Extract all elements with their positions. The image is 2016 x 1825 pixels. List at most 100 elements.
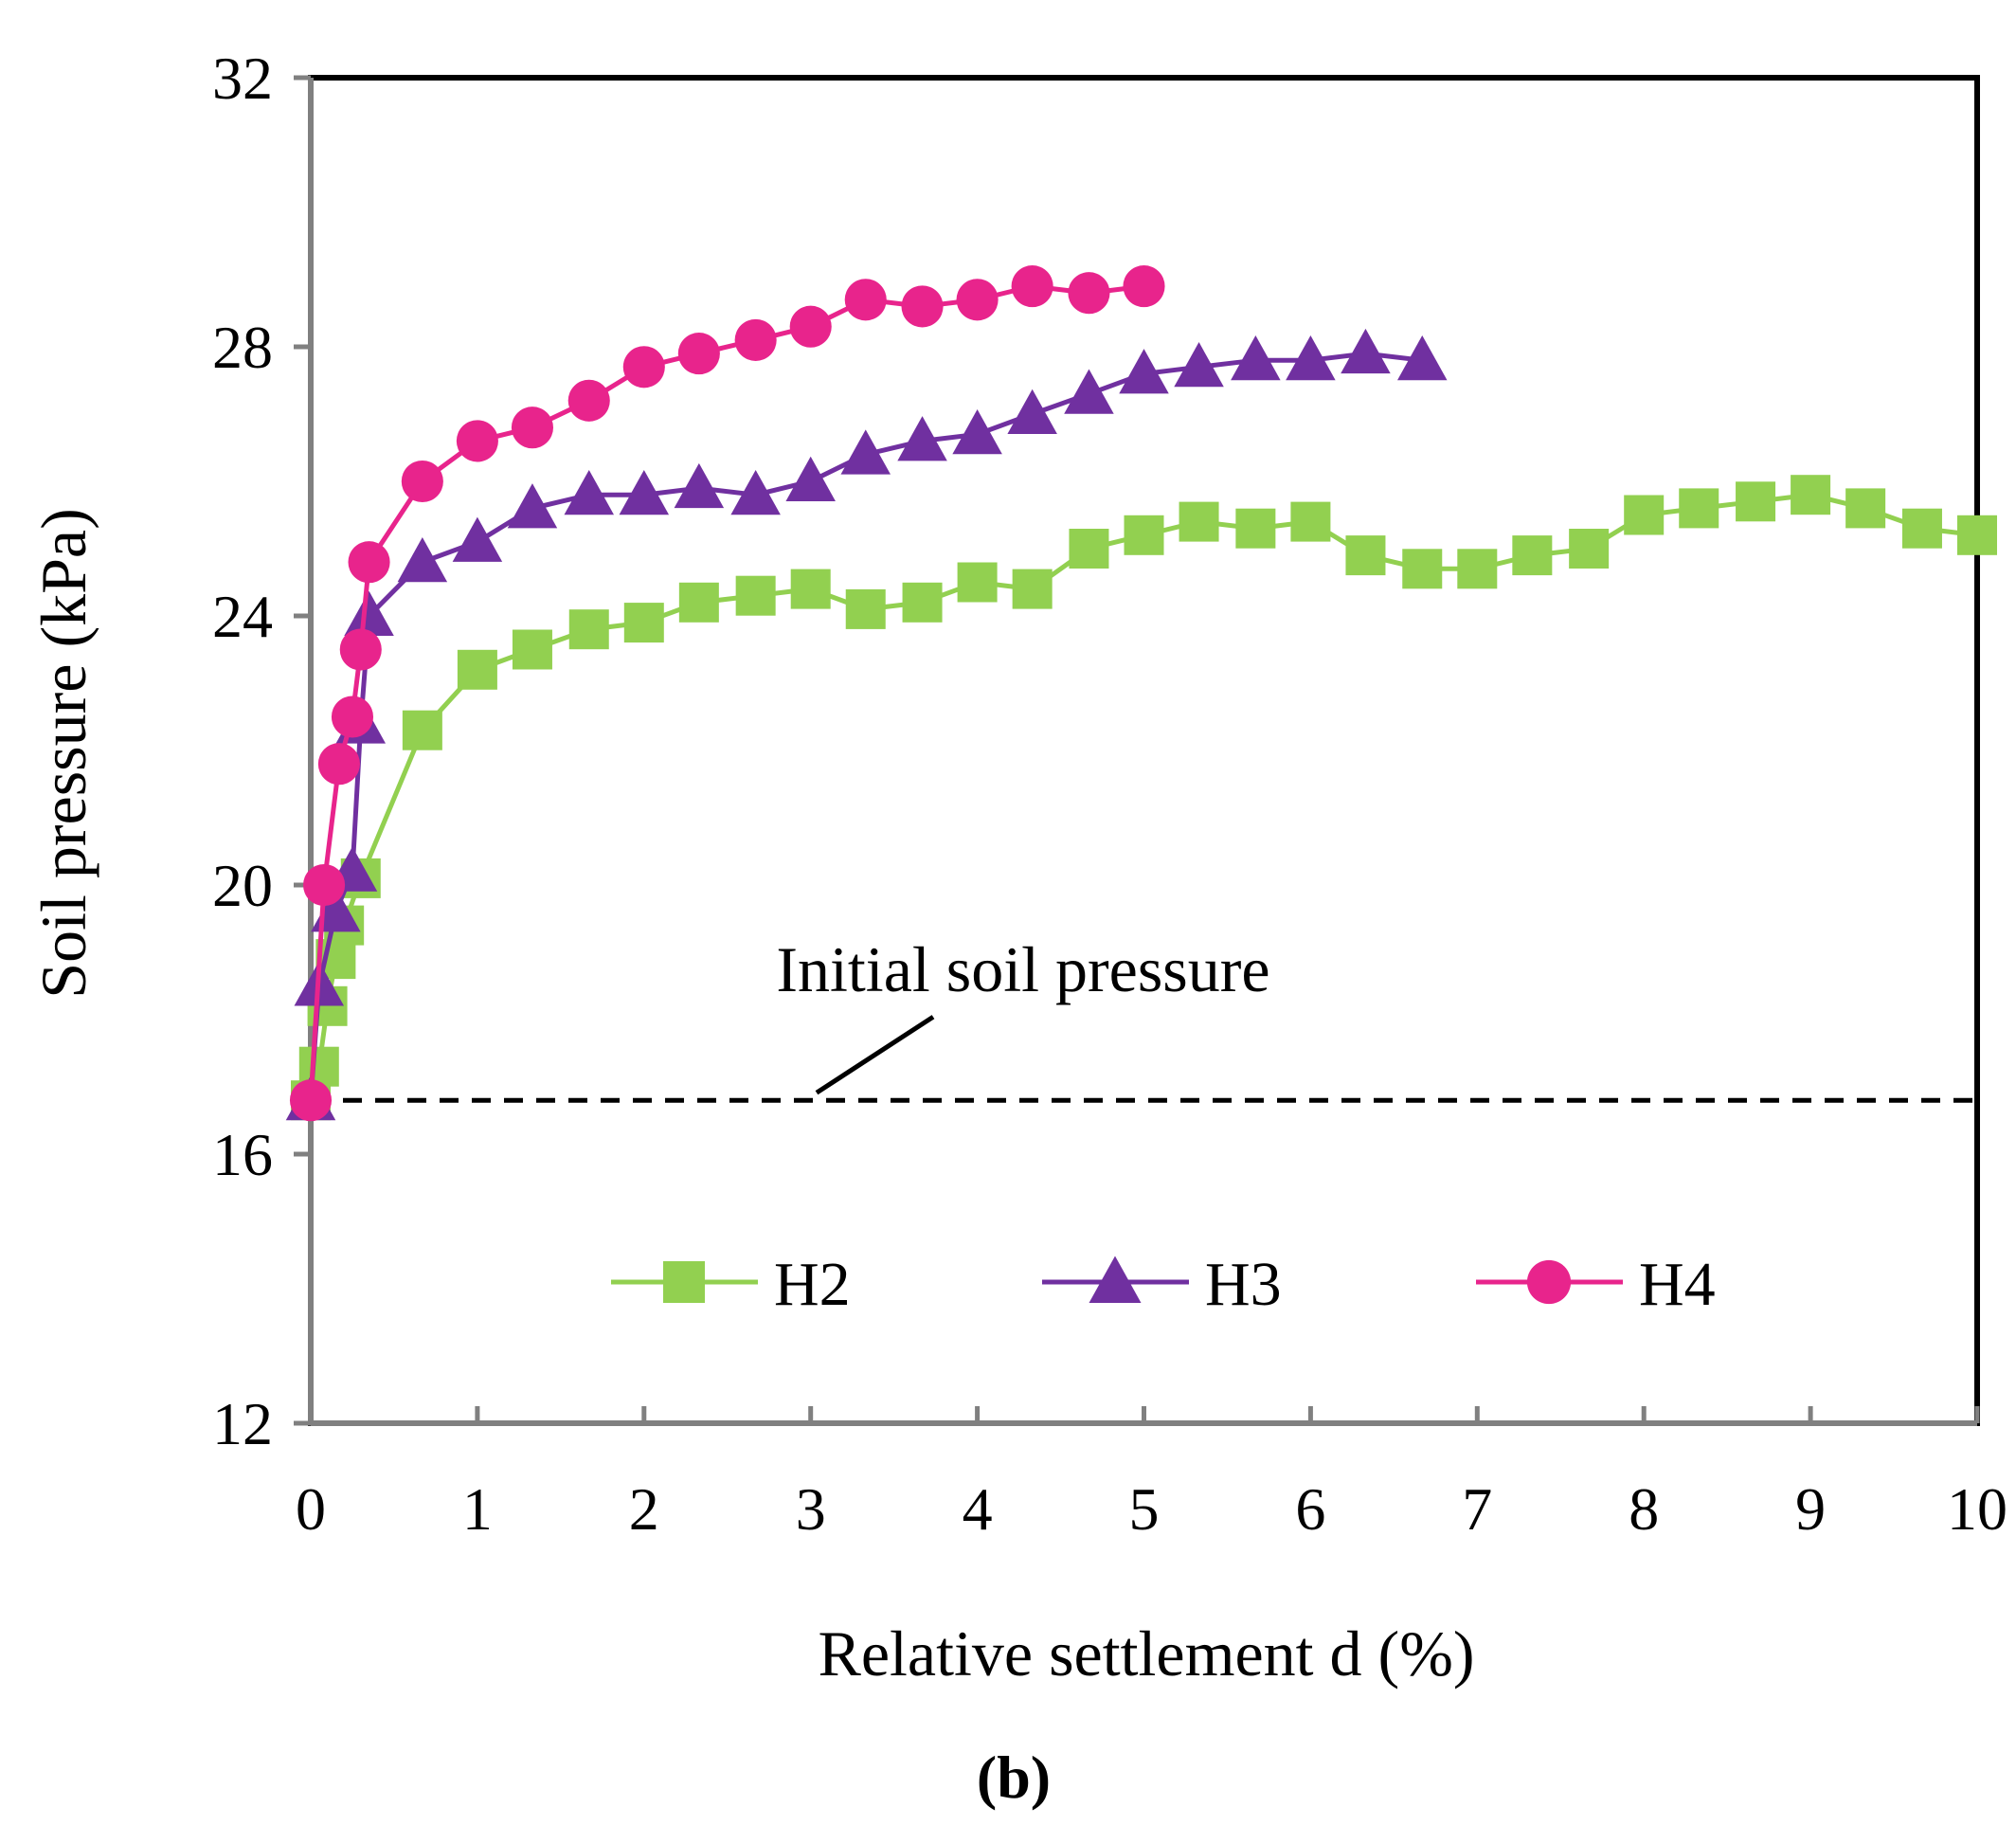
reference-line-group: Initial soil pressure xyxy=(311,933,1977,1103)
y-tick-label: 32 xyxy=(212,45,273,112)
legend-item-h2: H2 xyxy=(611,1250,851,1319)
data-point xyxy=(1901,508,1942,549)
series-line xyxy=(308,492,1978,1101)
data-point xyxy=(845,588,886,629)
data-point xyxy=(735,575,776,616)
data-point xyxy=(452,516,503,562)
data-point xyxy=(1402,549,1443,589)
data-point xyxy=(331,696,374,738)
data-point xyxy=(1345,535,1386,576)
data-point xyxy=(1736,481,1776,522)
panel-label: (b) xyxy=(977,1744,1051,1811)
data-point xyxy=(789,305,832,348)
x-axis-title: Relative settlement d (%) xyxy=(819,1617,1475,1689)
data-point xyxy=(397,536,448,583)
data-point xyxy=(1957,515,1997,555)
data-point xyxy=(1290,501,1331,542)
data-point xyxy=(1007,388,1057,434)
legend-item-h3: H3 xyxy=(1042,1250,1282,1319)
data-point xyxy=(317,743,360,786)
x-tick-label: 7 xyxy=(1462,1475,1492,1543)
x-tick-label: 3 xyxy=(796,1475,826,1543)
data-point xyxy=(677,333,720,375)
x-tick-label: 6 xyxy=(1295,1475,1325,1543)
data-point xyxy=(512,629,552,670)
data-point xyxy=(1845,488,1886,529)
data-point xyxy=(564,469,615,515)
data-point xyxy=(897,416,947,461)
data-point xyxy=(456,420,498,462)
data-point xyxy=(1286,334,1336,381)
series-h2 xyxy=(291,475,1997,1121)
x-tick-label: 4 xyxy=(963,1475,993,1543)
data-point xyxy=(785,456,836,501)
legend-marker xyxy=(1089,1256,1142,1303)
y-tick-label: 20 xyxy=(212,852,273,919)
legend-label: H3 xyxy=(1205,1250,1282,1319)
data-point xyxy=(348,541,390,584)
data-point xyxy=(1341,328,1391,374)
data-point xyxy=(289,1079,333,1122)
data-point xyxy=(298,1046,339,1087)
data-point xyxy=(1569,529,1610,569)
data-point xyxy=(457,649,497,690)
data-point xyxy=(840,429,891,475)
data-point xyxy=(956,279,999,321)
data-point xyxy=(1123,265,1165,308)
data-point xyxy=(1791,475,1831,515)
data-point xyxy=(1235,508,1276,549)
data-point xyxy=(1174,342,1224,388)
x-tick-label: 0 xyxy=(296,1475,326,1543)
data-point xyxy=(844,279,887,321)
data-point xyxy=(1679,488,1719,529)
x-tick-label: 10 xyxy=(1947,1475,2007,1543)
data-point xyxy=(1069,529,1109,569)
data-point xyxy=(402,710,442,750)
data-point xyxy=(1624,495,1665,535)
data-point xyxy=(678,582,719,623)
data-point xyxy=(1068,272,1110,315)
data-point xyxy=(1231,334,1281,381)
legend-label: H2 xyxy=(774,1250,851,1319)
x-tick-label: 8 xyxy=(1629,1475,1659,1543)
data-point xyxy=(1397,334,1448,381)
y-axis-title: Soil pressure (kPa) xyxy=(27,508,99,998)
legend-item-h4: H4 xyxy=(1476,1250,1716,1319)
y-tick-label: 12 xyxy=(212,1390,273,1457)
data-point xyxy=(1012,569,1053,609)
data-point xyxy=(734,318,777,361)
data-point xyxy=(902,582,943,623)
data-point xyxy=(1011,265,1053,308)
data-point xyxy=(511,407,553,449)
data-point xyxy=(401,460,443,503)
data-point xyxy=(1064,369,1114,414)
panel-label-letter: b xyxy=(997,1744,1031,1811)
data-point xyxy=(619,469,670,515)
data-point xyxy=(1457,549,1498,589)
data-point xyxy=(1512,535,1553,576)
data-point xyxy=(1124,515,1164,555)
x-tick-label: 5 xyxy=(1129,1475,1160,1543)
x-tick-label: 9 xyxy=(1795,1475,1826,1543)
legend: H2 H3 H4 xyxy=(611,1250,1716,1319)
series-h4 xyxy=(289,265,1165,1122)
data-point xyxy=(730,469,781,515)
data-point xyxy=(790,569,831,609)
series-group xyxy=(285,265,1997,1122)
data-point xyxy=(622,346,665,388)
data-point xyxy=(952,409,1002,455)
x-tick-label: 1 xyxy=(462,1475,493,1543)
data-point xyxy=(303,863,346,907)
data-point xyxy=(568,609,609,650)
annotation-label: Initial soil pressure xyxy=(776,933,1269,1005)
data-point xyxy=(623,603,664,643)
data-point xyxy=(339,628,382,671)
legend-marker xyxy=(1526,1259,1572,1305)
data-point xyxy=(344,590,394,636)
x-tick-label: 2 xyxy=(629,1475,659,1543)
legend-label: H4 xyxy=(1639,1250,1716,1319)
legend-marker xyxy=(663,1261,705,1303)
data-point xyxy=(567,379,610,422)
